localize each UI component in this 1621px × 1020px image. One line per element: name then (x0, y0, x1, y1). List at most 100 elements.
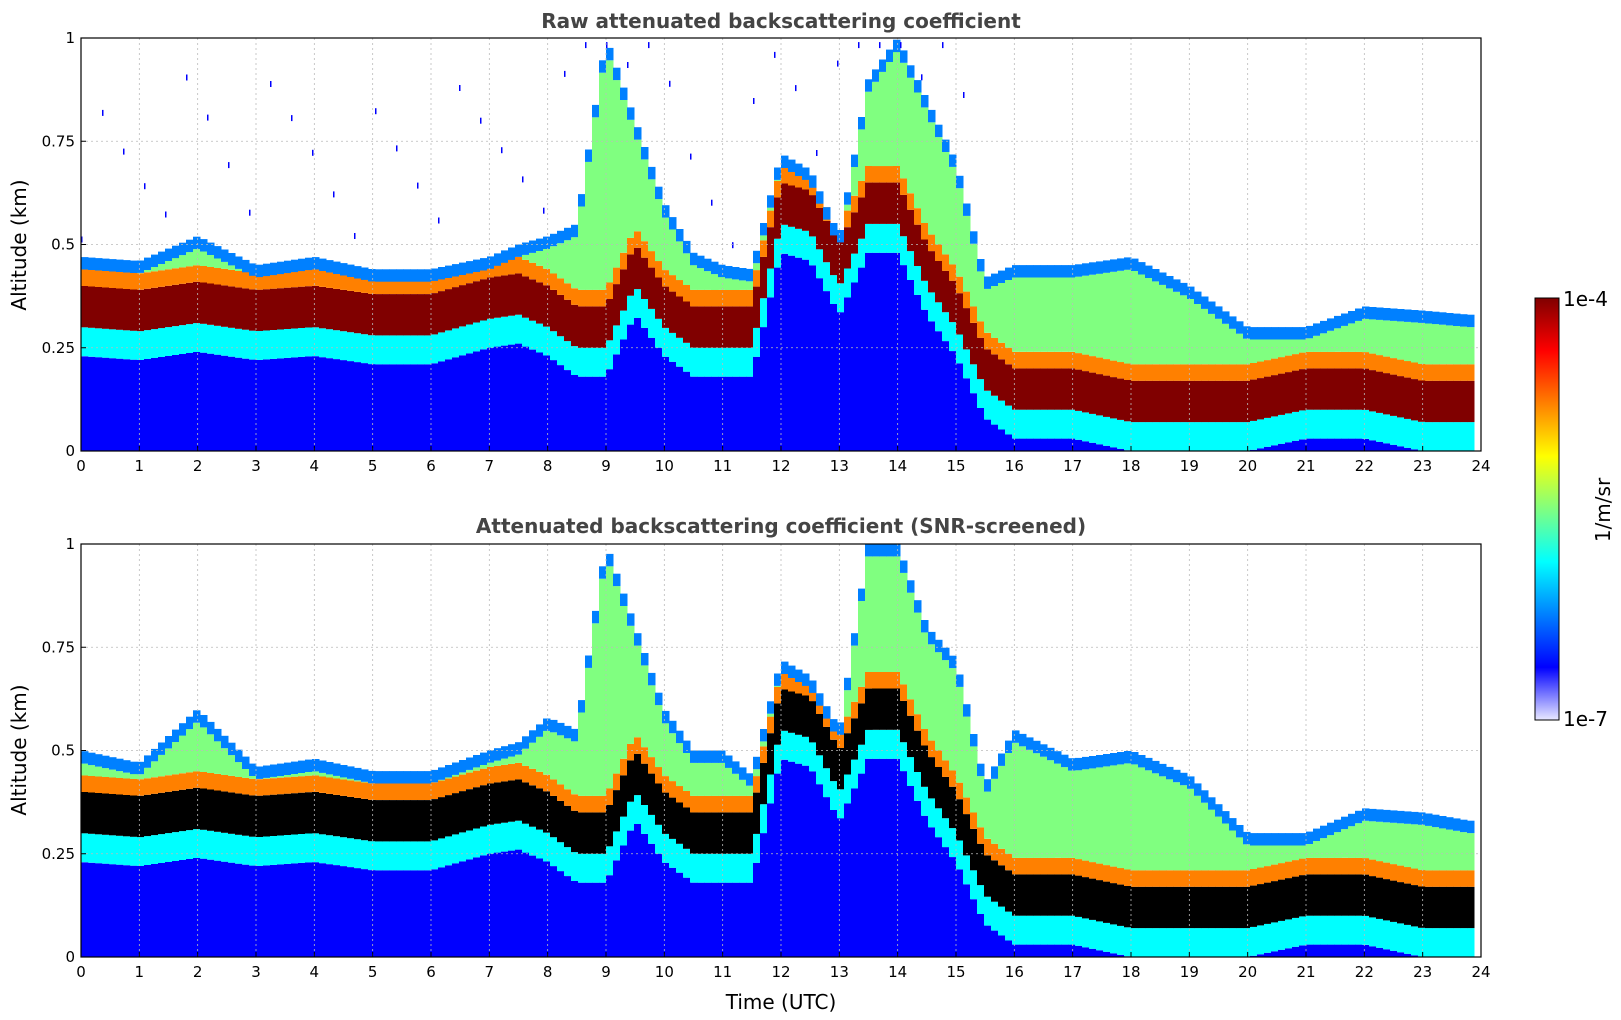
heatmap-cell (1271, 922, 1279, 952)
heatmap-cell (1054, 763, 1062, 858)
heatmap-cell (767, 210, 775, 228)
heatmap-cell (564, 240, 572, 284)
heatmap-cell (200, 788, 208, 830)
heatmap-cell (571, 346, 579, 375)
heatmap-cell (557, 735, 565, 785)
heatmap-cell (1033, 874, 1041, 916)
heatmap-cell (1061, 277, 1069, 352)
heatmap-cell (214, 246, 222, 259)
heatmap-cell (1089, 768, 1097, 863)
heatmap-cell (1432, 380, 1440, 423)
heatmap-cell (746, 289, 754, 307)
heatmap-cell (949, 280, 957, 323)
heatmap-cell (1250, 926, 1258, 956)
heatmap-cell (935, 639, 943, 653)
heatmap-cell (1124, 257, 1132, 270)
x-tick-label: 9 (601, 457, 611, 475)
heatmap-cell (1425, 928, 1433, 957)
heatmap-cell (354, 362, 362, 451)
heatmap-cell (1166, 288, 1174, 365)
heatmap-cell (375, 841, 383, 871)
heatmap-cell (928, 321, 936, 451)
heatmap-cell (459, 774, 467, 792)
heatmap-cell (102, 768, 110, 777)
heatmap-cell (767, 227, 775, 269)
heatmap-cell (704, 376, 712, 451)
heatmap-cell (1390, 320, 1398, 359)
heatmap-cell (1460, 326, 1468, 365)
heatmap-cell (1243, 870, 1251, 887)
heatmap-cell (1362, 874, 1370, 916)
heatmap-cell (1404, 867, 1412, 884)
heatmap-cell (1208, 809, 1216, 871)
heatmap-cell (1187, 788, 1195, 871)
heatmap-cell (88, 776, 96, 793)
heatmap-cell (193, 829, 201, 858)
heatmap-cell (193, 787, 201, 830)
heatmap-cell (1439, 364, 1447, 381)
heatmap-cell (473, 787, 481, 829)
heatmap-cell (1236, 333, 1244, 365)
heatmap-cell (900, 62, 908, 179)
heatmap-cell (1138, 380, 1146, 423)
heatmap-cell (445, 795, 453, 837)
x-tick-label: 14 (888, 457, 907, 475)
heatmap-cell (431, 840, 439, 870)
heatmap-cell (270, 776, 278, 779)
heatmap-cell (277, 864, 285, 957)
heatmap-cell (88, 270, 96, 287)
heatmap-cell (571, 304, 579, 347)
heatmap-cell (676, 802, 684, 844)
heatmap-cell (1446, 817, 1454, 830)
heatmap-cell (1082, 354, 1090, 372)
heatmap-cell (1250, 339, 1258, 363)
heatmap-cell (1131, 422, 1139, 451)
heatmap-cell (172, 790, 180, 833)
heatmap-cell (1103, 416, 1111, 446)
panel-raw: Raw attenuated backscattering coefficien… (7, 9, 1491, 475)
heatmap-cell (599, 853, 607, 883)
heatmap-cell (1285, 878, 1293, 920)
heatmap-cell (1173, 928, 1181, 957)
heatmap-cell (1152, 422, 1160, 451)
heatmap-cell (641, 665, 649, 748)
heatmap-cell (1159, 886, 1167, 929)
heatmap-cell (921, 223, 929, 240)
heatmap-cell (270, 262, 278, 276)
heatmap-cell (732, 267, 740, 280)
heatmap-cell (235, 270, 243, 288)
heatmap-cell (417, 364, 425, 451)
heatmap-cell (515, 779, 523, 821)
heatmap-cell (1243, 886, 1251, 929)
heatmap-cell (424, 335, 432, 365)
heatmap-cell (1019, 351, 1027, 369)
heatmap-cell (214, 790, 222, 832)
heatmap-cell (844, 690, 852, 717)
panel-screened-yticks: 00.250.50.751 (42, 535, 86, 966)
colorbar: 1e-4 1e-7 1/m/sr (1534, 287, 1615, 731)
heatmap-cell (214, 354, 222, 451)
heatmap-cell (1306, 368, 1314, 410)
heatmap-cell (179, 789, 187, 832)
heatmap-cell (508, 257, 516, 275)
heatmap-cell (1068, 915, 1076, 945)
heatmap-cell (249, 359, 257, 451)
heatmap-cell (151, 271, 159, 288)
heatmap-cell (1012, 742, 1020, 858)
heatmap-cell (1124, 269, 1132, 364)
heatmap-cell (907, 65, 915, 78)
heatmap-cell (1040, 438, 1048, 451)
heatmap-cell (823, 207, 831, 220)
heatmap-cell (1341, 409, 1349, 439)
heatmap-cell (1327, 944, 1335, 957)
heatmap-cell (144, 794, 152, 837)
heatmap-cell (767, 297, 775, 451)
heatmap-cell (1173, 279, 1181, 292)
y-tick-label: 1 (65, 535, 75, 553)
heatmap-cell (319, 793, 327, 835)
heatmap-cell (690, 265, 698, 290)
heatmap-cell (648, 843, 656, 957)
heatmap-cell (256, 779, 264, 796)
heatmap-cell (1005, 870, 1013, 912)
heatmap-cell (613, 773, 621, 791)
